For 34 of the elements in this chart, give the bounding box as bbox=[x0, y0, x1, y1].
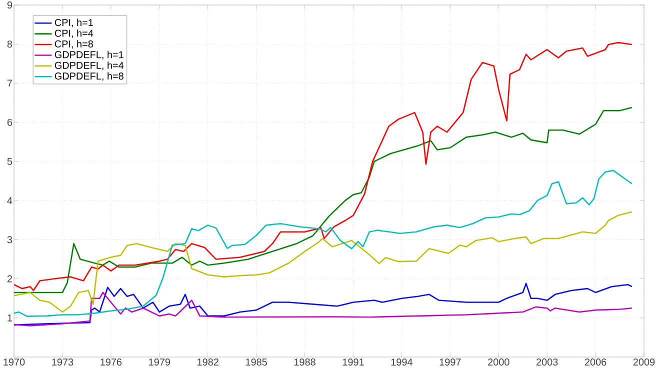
x-tick-label: 1991 bbox=[342, 358, 364, 366]
legend-label: CPI, h=1 bbox=[54, 18, 93, 28]
y-tick-label: 6 bbox=[7, 118, 12, 126]
x-tick-label: 1988 bbox=[294, 358, 316, 366]
x-tick-label: 1982 bbox=[198, 358, 218, 366]
x-tick-label: 2009 bbox=[633, 358, 655, 366]
line-series bbox=[14, 42, 633, 292]
line-series bbox=[14, 170, 633, 317]
legend-label: GDPDEFL, h=1 bbox=[54, 50, 124, 60]
legend-label: CPI, h=4 bbox=[54, 29, 94, 38]
legend-label: CPI, h=8 bbox=[54, 40, 93, 49]
x-tick-label: 2000 bbox=[488, 358, 510, 366]
y-tick-label: 3 bbox=[7, 236, 12, 244]
legend-label: GDPDEFL, h=8 bbox=[54, 72, 124, 81]
y-tick-label: 2 bbox=[7, 275, 12, 282]
x-tick-label: 1973 bbox=[52, 358, 74, 366]
y-tick-label: 7 bbox=[7, 80, 12, 87]
line-series bbox=[14, 282, 633, 326]
y-tick-label: 5 bbox=[7, 158, 12, 165]
y-tick-label: 1 bbox=[8, 314, 12, 322]
y-tick-label: 8 bbox=[7, 40, 12, 48]
x-tick-label: 1997 bbox=[440, 358, 461, 366]
x-tick-label: 1985 bbox=[246, 358, 267, 366]
x-tick-label: 2006 bbox=[584, 358, 606, 366]
legend-label: GDPDEFL, h=4 bbox=[54, 62, 124, 70]
x-tick-label: 1976 bbox=[100, 358, 122, 366]
line-series bbox=[14, 211, 633, 313]
x-tick-label: 1970 bbox=[4, 358, 25, 366]
y-tick-label: 4 bbox=[7, 197, 12, 204]
x-tick-label: 2003 bbox=[536, 358, 558, 366]
line-series bbox=[14, 106, 633, 294]
y-tick-label: 9 bbox=[7, 1, 12, 9]
x-tick-label: 1979 bbox=[149, 358, 170, 366]
x-tick-label: 1994 bbox=[391, 358, 412, 366]
